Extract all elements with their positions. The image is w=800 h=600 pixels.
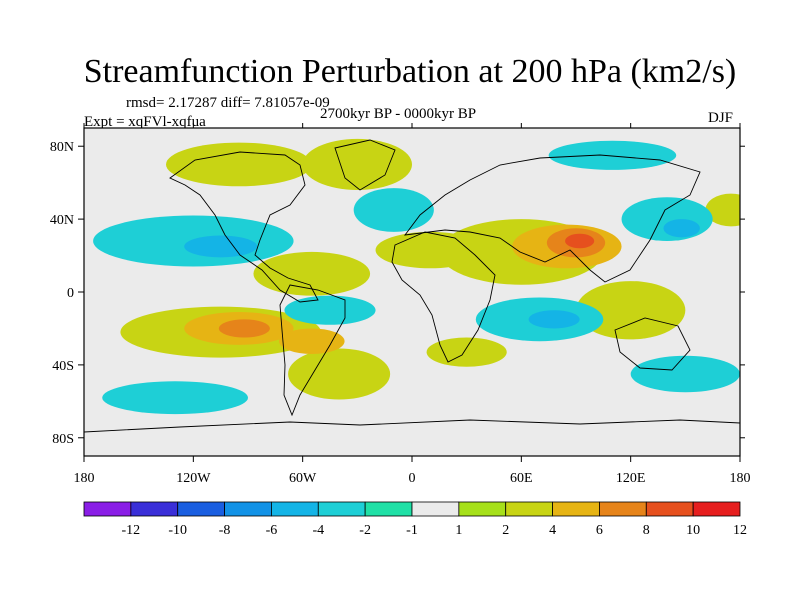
colorbar-swatch (317, 501, 366, 517)
colorbar-swatch (364, 501, 413, 517)
field-patch (705, 193, 740, 227)
colorbar-swatch (271, 501, 319, 517)
x-tick-label: 0 (409, 471, 416, 486)
colorbar-swatch (599, 501, 647, 517)
coastline-antarctica (84, 419, 740, 433)
field-patch (528, 310, 580, 329)
coastline-layer (84, 139, 740, 433)
colorbar-swatch (505, 501, 553, 517)
y-tick-label: 0 (67, 286, 74, 301)
coastline-greenland (334, 139, 396, 191)
field-patch (621, 197, 713, 241)
colorbar-label: -4 (312, 523, 324, 538)
period-label: 2700kyr BP - 0000kyr BP (320, 106, 477, 122)
field-patch (278, 328, 345, 354)
colorbar-label: 4 (549, 523, 556, 538)
chart-title: Streamfunction Perturbation at 200 hPa (… (83, 53, 737, 90)
field-patch (288, 348, 391, 400)
field-patch (184, 235, 258, 258)
colorbar-label: 12 (733, 523, 747, 538)
y-tick-label: 80N (50, 140, 74, 155)
field-patch (565, 233, 595, 249)
colorbar-swatch (645, 501, 694, 517)
y-axis: 80N 40N 0 40S 80S (50, 140, 745, 447)
field-layer (93, 138, 740, 415)
field-patch (166, 142, 312, 187)
field-patch (284, 295, 376, 325)
colorbar-label: -12 (122, 523, 141, 538)
y-tick-label: 80S (52, 432, 74, 447)
x-tick-label: 180 (74, 471, 95, 486)
colorbar-label: -10 (168, 523, 187, 538)
field-patch (548, 140, 677, 170)
field-patch (253, 251, 371, 296)
colorbar-swatch (224, 501, 272, 517)
experiment-label: Expt = xqFVl-xqfua (84, 114, 206, 130)
colorbar-swatch (177, 501, 225, 517)
coastline-eurasia (404, 154, 701, 283)
colorbar-label: -8 (219, 523, 231, 538)
field-patch (576, 281, 686, 340)
colorbar-label: 10 (686, 523, 700, 538)
field-patch (218, 319, 270, 338)
coastline-australia (614, 317, 691, 371)
x-axis: 180 120W 60W 0 60E 120E 180 (74, 123, 751, 486)
coastline-south-america (279, 284, 346, 417)
colorbar-swatch (458, 501, 507, 517)
season-label: DJF (708, 110, 734, 126)
colorbar-label: -6 (266, 523, 278, 538)
colorbar: -12 -10 -8 -6 -4 -2 -1 1 2 4 6 8 10 12 (83, 501, 747, 538)
colorbar-swatch (692, 501, 741, 517)
field-patch (663, 219, 700, 238)
field-patch (426, 337, 507, 367)
field-patch (302, 138, 413, 190)
colorbar-label: -1 (406, 523, 418, 538)
colorbar-swatch (552, 501, 600, 517)
coastline-north-america (169, 151, 319, 303)
field-patch (353, 188, 434, 232)
colorbar-label: -2 (359, 523, 371, 538)
field-patch (630, 355, 740, 393)
colorbar-label: 2 (502, 523, 509, 538)
colorbar-swatch (83, 501, 132, 517)
x-tick-label: 120E (616, 471, 646, 486)
y-tick-label: 40S (52, 359, 74, 374)
colorbar-swatch (411, 501, 460, 517)
colorbar-swatch (130, 501, 179, 517)
x-tick-label: 180 (730, 471, 751, 486)
coastline-africa (391, 231, 496, 363)
y-tick-label: 40N (50, 213, 74, 228)
x-tick-label: 60W (289, 471, 317, 486)
colorbar-label: 6 (596, 523, 603, 538)
x-tick-label: 120W (176, 471, 211, 486)
colorbar-label: 1 (455, 523, 462, 538)
stats-line: rmsd= 2.17287 diff= 7.81057e-09 (126, 95, 330, 111)
colorbar-label: 8 (643, 523, 650, 538)
x-tick-label: 60E (510, 471, 533, 486)
field-patch (102, 381, 248, 415)
